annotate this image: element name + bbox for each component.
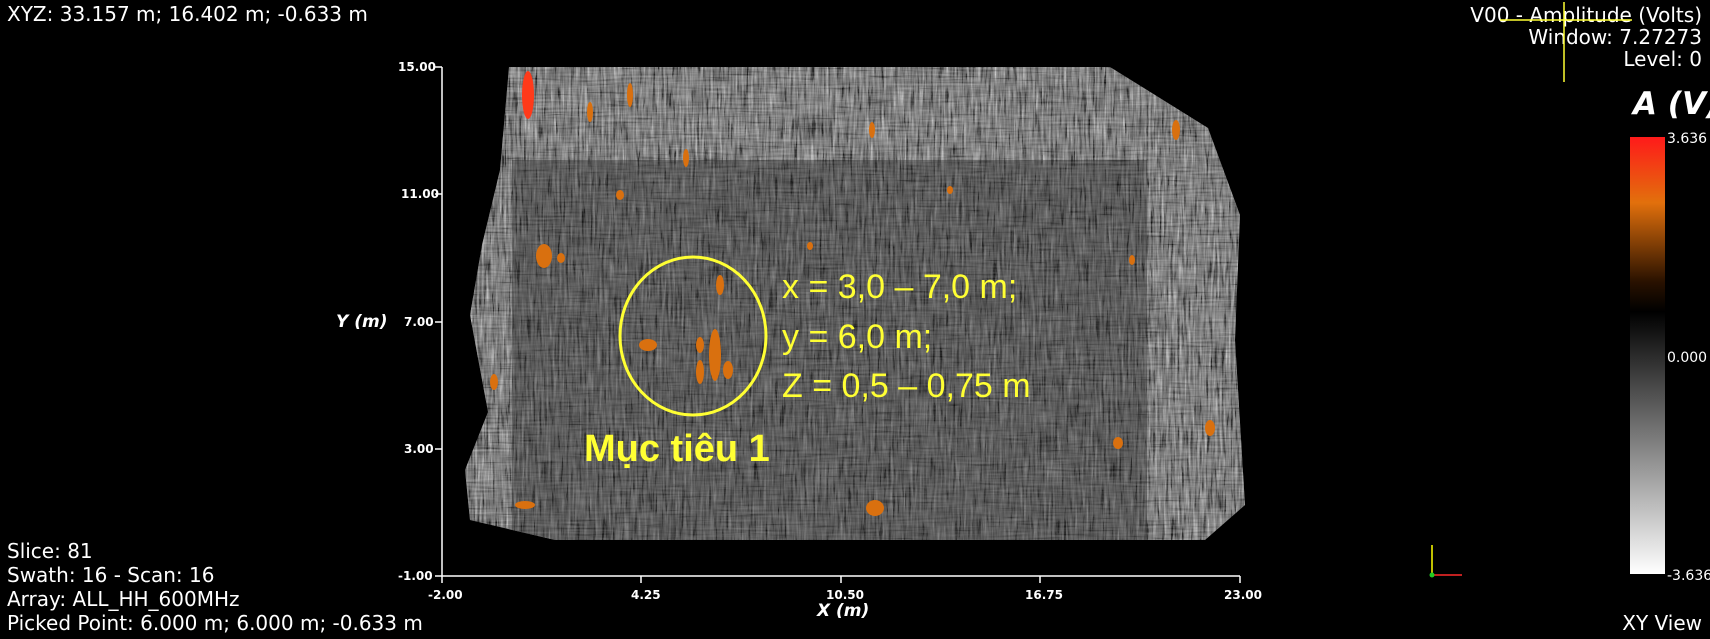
y-tick-label: -1.00 — [398, 569, 433, 583]
x-tick-label: 10.50 — [826, 588, 864, 602]
array-readout: Array: ALL_HH_600MHz — [7, 587, 240, 611]
y-tick-label: 11.00 — [401, 187, 439, 201]
y-tick-label: 7.00 — [404, 315, 434, 329]
view-name: XY View — [1622, 611, 1702, 635]
window-level-marker — [1500, 2, 1632, 82]
y-tick-label: 15.00 — [398, 60, 436, 74]
y-axis — [435, 66, 443, 577]
swath-readout: Swath: 16 - Scan: 16 — [7, 563, 215, 587]
slice-readout: Slice: 81 — [7, 539, 93, 563]
annotation-x-range: x = 3,0 – 7,0 m; — [782, 268, 1018, 306]
level-readout: Level: 0 — [1623, 47, 1702, 71]
colorbar-title: A (V) — [1633, 86, 1710, 122]
window-readout: Window: 7.27273 — [1528, 25, 1702, 49]
target-label: Mục tiêu 1 — [584, 428, 770, 470]
picked-point-readout: Picked Point: 6.000 m; 6.000 m; -0.633 m — [7, 611, 423, 635]
radar-slice-image — [465, 67, 1245, 540]
axes-gizmo — [1429, 545, 1462, 578]
x-tick-label: -2.00 — [428, 588, 463, 602]
x-axis — [441, 575, 1241, 583]
y-axis-title: Y (m) — [336, 312, 388, 332]
cursor-xyz-readout: XYZ: 33.157 m; 16.402 m; -0.633 m — [7, 2, 368, 26]
y-tick-label: 3.00 — [404, 442, 434, 456]
colorbar-max-label: 3.636 — [1667, 131, 1708, 147]
volume-title: V00 - Amplitude (Volts) — [1470, 3, 1702, 27]
annotation-z-range: Z = 0,5 – 0,75 m — [782, 367, 1031, 405]
colorbar-min-label: -3.636 — [1667, 568, 1710, 584]
target-circle — [618, 255, 768, 417]
x-tick-label: 23.00 — [1224, 588, 1262, 602]
x-tick-label: 16.75 — [1025, 588, 1063, 602]
colorbar-mid-label: 0.000 — [1667, 350, 1708, 366]
x-tick-label: 4.25 — [631, 588, 661, 602]
x-axis-title: X (m) — [817, 601, 870, 621]
annotation-y-value: y = 6,0 m; — [782, 318, 933, 356]
colorbar — [1630, 137, 1665, 574]
